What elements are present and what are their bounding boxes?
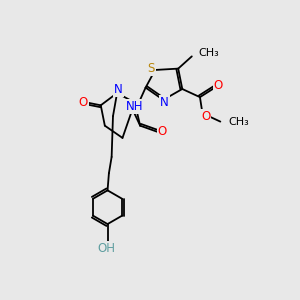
Text: OH: OH (97, 242, 115, 255)
Text: CH₃: CH₃ (199, 48, 219, 58)
Text: O: O (214, 79, 223, 92)
Text: S: S (147, 62, 155, 75)
Text: N: N (114, 83, 123, 96)
Text: N: N (160, 95, 169, 109)
Text: O: O (158, 125, 167, 138)
Text: NH: NH (126, 100, 143, 113)
Text: O: O (201, 110, 211, 123)
Text: O: O (79, 95, 88, 109)
Text: CH₃: CH₃ (228, 117, 249, 127)
